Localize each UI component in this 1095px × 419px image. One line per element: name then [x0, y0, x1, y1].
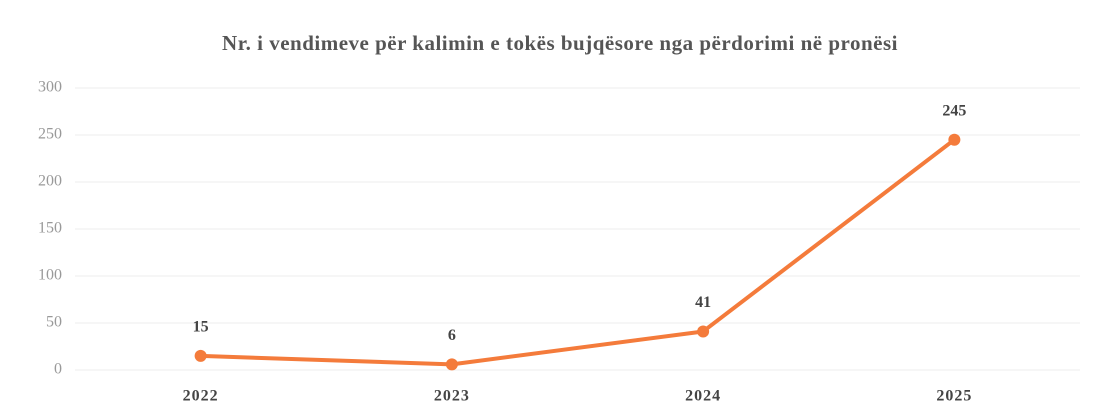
y-tick-label: 50: [46, 314, 62, 331]
point: [948, 133, 961, 146]
point: [445, 358, 458, 371]
data-label: 6: [448, 327, 456, 344]
x-tick-label: 2024: [685, 388, 721, 405]
y-tick-label: 250: [38, 126, 62, 143]
y-tick-label: 0: [54, 361, 62, 378]
line: [200, 138, 956, 367]
y-tick-label: 200: [38, 173, 62, 190]
data-label: 41: [695, 294, 711, 311]
y-tick-label: 300: [38, 79, 62, 96]
point: [697, 325, 710, 338]
x-tick-label: 2022: [183, 388, 219, 405]
y-tick-label: 100: [38, 267, 62, 284]
data-label: 15: [193, 319, 209, 336]
chart-title: Nr. i vendimeve për kalimin e tokës bujq…: [222, 31, 898, 55]
point: [194, 349, 207, 362]
data-label: 245: [942, 102, 966, 119]
x-tick-label: 2023: [434, 388, 470, 405]
x-tick-label: 2025: [936, 388, 972, 405]
y-tick-label: 150: [38, 220, 62, 237]
